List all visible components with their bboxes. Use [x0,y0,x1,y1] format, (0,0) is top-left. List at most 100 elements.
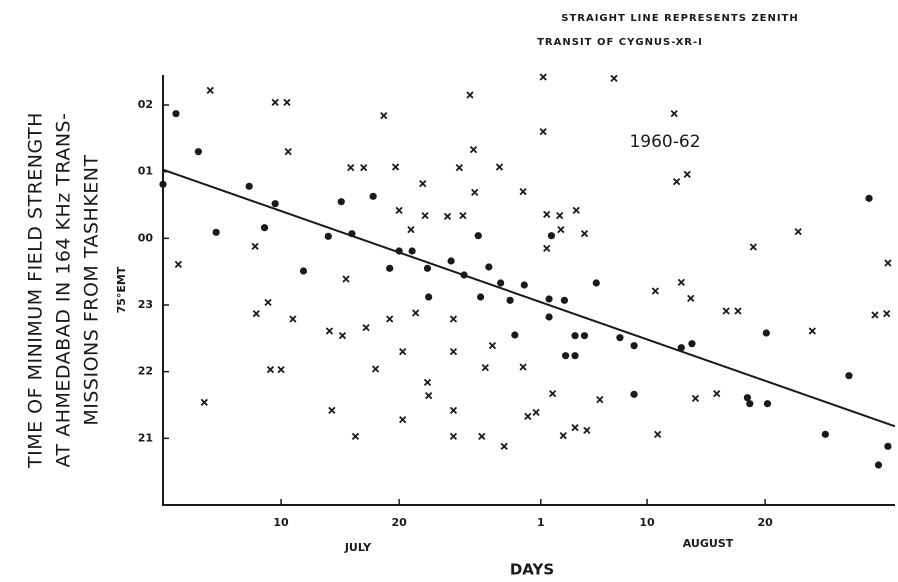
y-tick-label: 21 [138,431,153,444]
dot [762,329,770,337]
cross [683,170,691,178]
cross [749,243,757,251]
cross [572,206,580,214]
dot [865,194,873,202]
cross [488,342,497,350]
cross [449,348,458,356]
cross [571,424,579,432]
cross [734,307,742,315]
dot [212,228,220,236]
cross [380,112,388,120]
y-tick-label: 00 [138,231,154,244]
cross [495,163,504,171]
x-tick-label: 1 [537,516,545,529]
cross [425,392,433,400]
dot [580,332,589,340]
cross [539,73,547,81]
cross [277,366,285,374]
cross [289,315,297,323]
dot [616,334,624,342]
cross [284,148,292,156]
cross [328,406,336,414]
dot [386,264,394,272]
cross [271,98,279,106]
dot [369,192,377,200]
annotation: 1960-62 [629,132,700,152]
x-tick-label: 20 [391,516,407,529]
cross [362,324,370,332]
dot [245,182,253,190]
y-tick-label: 02 [138,98,153,111]
cross [407,226,415,234]
dot [821,430,829,438]
dot [763,400,772,408]
cross [443,212,452,220]
cross [449,432,458,440]
cross [677,278,685,286]
cross [399,348,407,356]
cross [386,315,394,323]
dot [497,279,505,287]
dot [884,442,892,450]
cross [174,260,182,268]
dot [271,200,279,208]
cross [539,128,547,136]
dot [324,232,332,240]
dot [571,332,579,340]
y-axis-label: MISSIONS FROM TASHKENT [81,154,103,425]
dot [592,279,600,287]
annotation: TRANSIT OF CYGNUS-XR-I [537,37,703,48]
cross [883,310,891,318]
y-axis-unit: 75°EMT [115,266,128,313]
dot [562,352,570,360]
cross [419,180,427,188]
cross [478,432,486,440]
dot [630,390,638,398]
cross [672,178,681,186]
cross [423,378,432,386]
cross [532,408,540,416]
dot [743,394,752,402]
cross [808,327,816,335]
cross [421,212,429,220]
dot [425,293,433,301]
dot [476,293,485,301]
cross [519,363,527,371]
zenith-line [162,168,896,428]
dot [423,264,432,272]
dot [172,110,180,118]
dot [159,180,167,188]
cross [351,432,360,440]
x-tick-label: 10 [639,516,655,529]
dot [299,267,308,275]
annotation: STRAIGHT LINE REPRESENTS ZENITH [561,13,799,24]
dot [260,224,269,232]
cross [200,398,208,406]
cross [469,146,478,154]
y-tick-label: 01 [138,165,153,178]
dot [571,352,579,360]
cross [580,230,589,238]
cross [722,307,730,315]
cross [459,212,467,220]
cross [596,396,604,404]
cross [691,394,700,402]
cross [251,242,259,250]
cross [449,315,458,323]
cross [466,91,474,99]
y-axis-label: AT AHMEDABAD IN 164 KHz TRANS- [53,113,75,468]
cross [500,442,508,450]
cross [519,188,527,196]
cross [338,332,347,340]
cross [543,244,551,252]
cross [543,210,551,218]
dot [511,331,519,339]
x-tick-label: 10 [273,516,289,529]
y-axis-label: TIME OF MINIMUM FIELD STRENGTH [25,112,47,469]
cross [471,188,479,196]
cross [395,206,403,214]
dot [560,296,569,304]
cross [548,390,557,398]
dot [506,296,514,304]
month-label: JULY [344,541,372,554]
